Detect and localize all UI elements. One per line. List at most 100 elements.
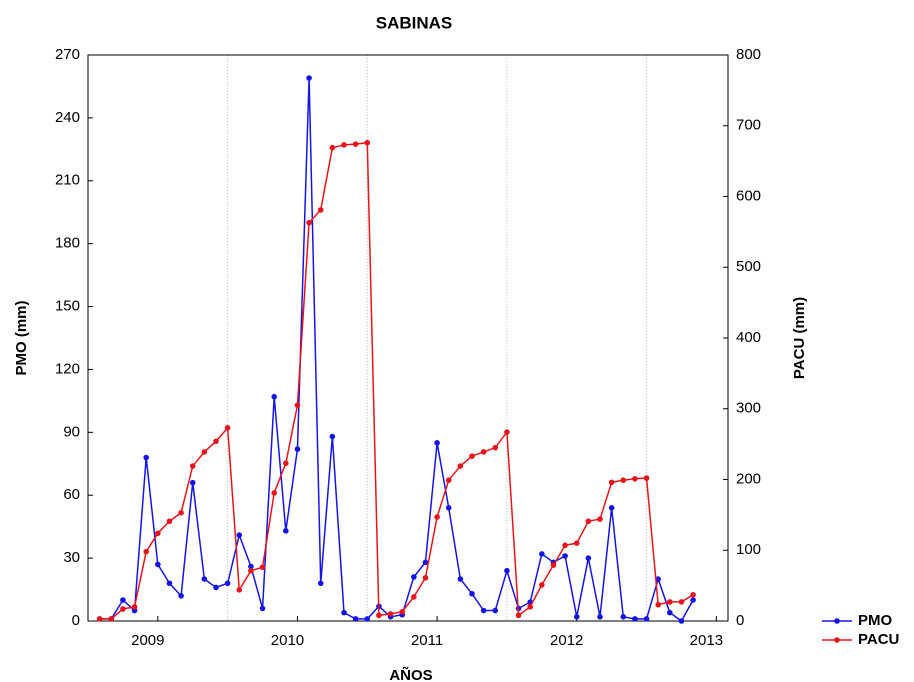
legend-label: PACU: [858, 631, 899, 648]
data-point: [620, 477, 627, 484]
y2-axis-label: PACU (mm): [791, 297, 808, 379]
data-point: [469, 590, 475, 597]
data-point: [539, 582, 545, 588]
y2-tick-label: 0: [736, 612, 744, 629]
data-point: [364, 139, 371, 146]
data-point: [690, 592, 696, 598]
data-point: [166, 580, 173, 587]
y-tick-label: 150: [55, 298, 80, 315]
x-axis-label: AÑOS: [389, 666, 432, 682]
data-point: [562, 553, 568, 559]
data-point: [445, 477, 452, 484]
data-point: [306, 219, 312, 226]
data-point: [178, 593, 184, 599]
data-point: [632, 475, 638, 482]
data-point: [562, 542, 568, 549]
legend-marker: [834, 618, 840, 624]
y-tick-label: 0: [72, 612, 80, 629]
data-point: [224, 580, 231, 587]
data-point: [643, 616, 650, 622]
data-point: [108, 616, 115, 622]
data-point: [96, 616, 103, 622]
data-point: [597, 614, 603, 620]
data-point: [271, 490, 277, 496]
x-tick-label: 2009: [131, 632, 164, 649]
data-point: [667, 599, 673, 605]
y-tick-label: 120: [55, 360, 80, 377]
data-point: [434, 514, 440, 520]
data-point: [422, 575, 429, 581]
data-point: [317, 207, 324, 213]
x-tick-label: 2013: [690, 632, 723, 649]
y2-tick-label: 300: [736, 400, 761, 417]
data-point: [248, 567, 254, 574]
data-point: [387, 611, 394, 617]
data-point: [236, 587, 243, 593]
data-point: [469, 453, 475, 459]
data-point: [155, 561, 161, 568]
y2-tick-label: 100: [736, 541, 761, 558]
y-tick-label: 90: [63, 423, 80, 440]
data-point: [608, 505, 615, 511]
data-point: [585, 518, 592, 525]
data-point: [608, 479, 615, 486]
data-point: [283, 460, 289, 467]
series-line: [99, 141, 694, 620]
data-point: [341, 142, 347, 148]
data-point: [259, 605, 266, 612]
data-point: [445, 505, 452, 511]
data-point: [434, 440, 440, 446]
data-point: [224, 425, 231, 431]
data-point: [678, 599, 685, 605]
data-point: [236, 532, 243, 538]
data-point: [539, 551, 545, 557]
data-point: [259, 564, 266, 571]
data-point: [376, 612, 382, 619]
data-point: [411, 574, 417, 580]
data-point: [527, 604, 533, 610]
y-tick-label: 210: [55, 172, 80, 189]
y2-tick-label: 700: [736, 117, 761, 134]
data-point: [690, 597, 696, 603]
data-point: [143, 454, 149, 461]
data-point: [213, 584, 219, 591]
y-tick-label: 270: [55, 46, 80, 63]
data-point: [678, 618, 685, 624]
data-point: [515, 612, 522, 619]
y-tick-label: 180: [55, 235, 80, 252]
legend-label: PMO: [858, 612, 893, 629]
y2-tick-label: 500: [736, 258, 761, 275]
chart-title: SABINAS: [376, 13, 453, 32]
data-point: [411, 594, 417, 600]
y-axis-label: PMO (mm): [13, 300, 30, 375]
data-point: [283, 528, 289, 534]
data-point: [271, 393, 277, 400]
data-point: [131, 604, 138, 610]
x-tick-label: 2012: [550, 632, 583, 649]
y2-tick-label: 400: [736, 329, 761, 346]
data-point: [178, 509, 184, 516]
data-point: [643, 475, 650, 481]
data-point: [504, 567, 510, 574]
data-point: [329, 433, 336, 440]
y2-tick-label: 800: [736, 46, 761, 63]
legend-marker: [834, 637, 840, 643]
data-point: [655, 576, 661, 582]
data-point: [422, 559, 429, 566]
y-tick-label: 240: [55, 109, 80, 126]
data-point: [120, 606, 126, 612]
data-point: [317, 580, 324, 587]
data-point: [189, 463, 196, 469]
y2-tick-label: 200: [736, 470, 761, 487]
data-point: [306, 75, 312, 81]
data-point: [492, 607, 499, 614]
data-point: [213, 438, 219, 445]
data-point: [492, 444, 499, 451]
data-point: [201, 449, 208, 455]
data-point: [399, 609, 405, 615]
data-point: [504, 429, 510, 435]
data-point: [457, 576, 464, 582]
data-point: [341, 609, 347, 616]
data-point: [667, 609, 673, 616]
